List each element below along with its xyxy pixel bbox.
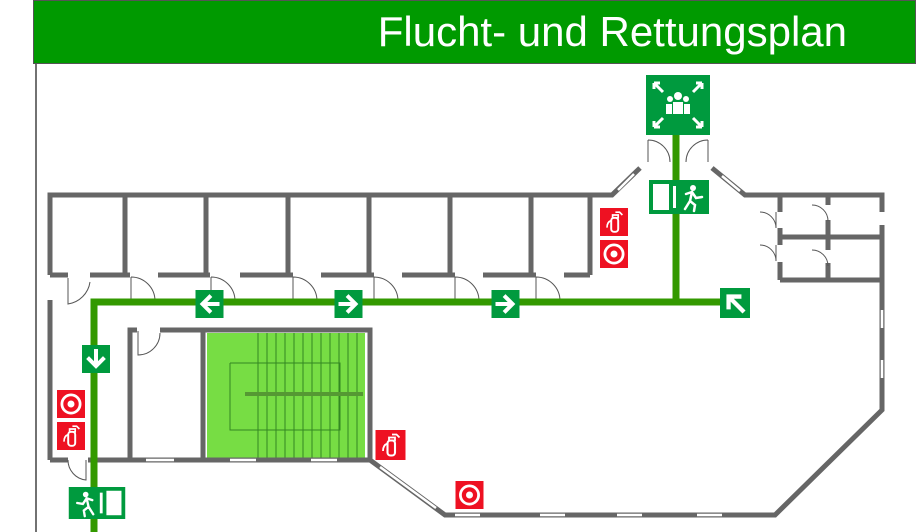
building-walls [47,166,885,518]
doors [67,139,829,481]
arrow-down-icon [82,345,110,373]
assembly-point-icon [646,75,710,135]
fire-alarm-icon [57,390,85,418]
fire-extinguisher-icon [375,430,406,460]
fire-extinguisher-icon [57,422,85,450]
fire-alarm-icon [600,240,628,268]
plan-header: Flucht- und Rettungsplan [33,0,916,64]
arrow-right-icon [335,290,363,318]
emergency-exit-icon [67,487,127,519]
emergency-exit-icon [648,180,710,214]
arrow-left-icon [196,290,224,318]
staircase [207,333,365,458]
fire-alarm-icon [455,481,484,509]
plan-title: Flucht- und Rettungsplan [377,8,847,55]
fire-extinguisher-icon [600,208,628,236]
arrow-right-icon [492,290,520,318]
windows [146,173,884,517]
arrow-up-left-icon [720,288,750,318]
